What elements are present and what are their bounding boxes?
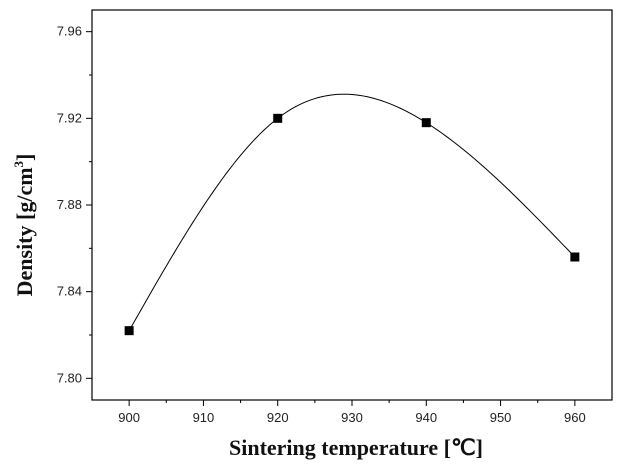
x-tick-label: 900	[118, 410, 140, 425]
x-tick-label: 910	[193, 410, 215, 425]
plot-frame	[91, 9, 613, 401]
y-tick-label: 7.80	[57, 370, 82, 385]
data-point-marker	[421, 118, 431, 128]
series-curve-group	[128, 93, 576, 331]
y-axis-title-superscript: 3	[11, 160, 26, 167]
x-axis-title: Sintering temperature [℃]	[229, 435, 483, 460]
y-tick-label: 7.96	[57, 24, 82, 39]
y-axis-title-main: Density [g/cm	[12, 167, 37, 296]
x-tick-label: 960	[564, 410, 586, 425]
y-axis-ticks: 7.80 7.84 7.88 7.92 7.96	[57, 24, 92, 385]
y-tick-label: 7.84	[57, 284, 82, 299]
x-tick-label: 940	[415, 410, 437, 425]
series-line	[128, 93, 576, 331]
data-point-marker	[124, 326, 134, 336]
y-axis-title-close: ]	[12, 154, 37, 161]
data-point-marker	[273, 113, 283, 123]
y-tick-label: 7.88	[57, 197, 82, 212]
x-tick-label: 920	[267, 410, 289, 425]
plot-frame-group	[91, 9, 613, 401]
x-tick-label: 930	[341, 410, 363, 425]
x-tick-label: 950	[490, 410, 512, 425]
x-axis-ticks: 900 910 920 930 940 950 960	[118, 400, 586, 425]
y-axis-title: Density [g/cm3]	[11, 154, 37, 297]
series-points-group	[124, 113, 580, 336]
y-tick-label: 7.92	[57, 110, 82, 125]
data-point-marker	[570, 252, 580, 262]
